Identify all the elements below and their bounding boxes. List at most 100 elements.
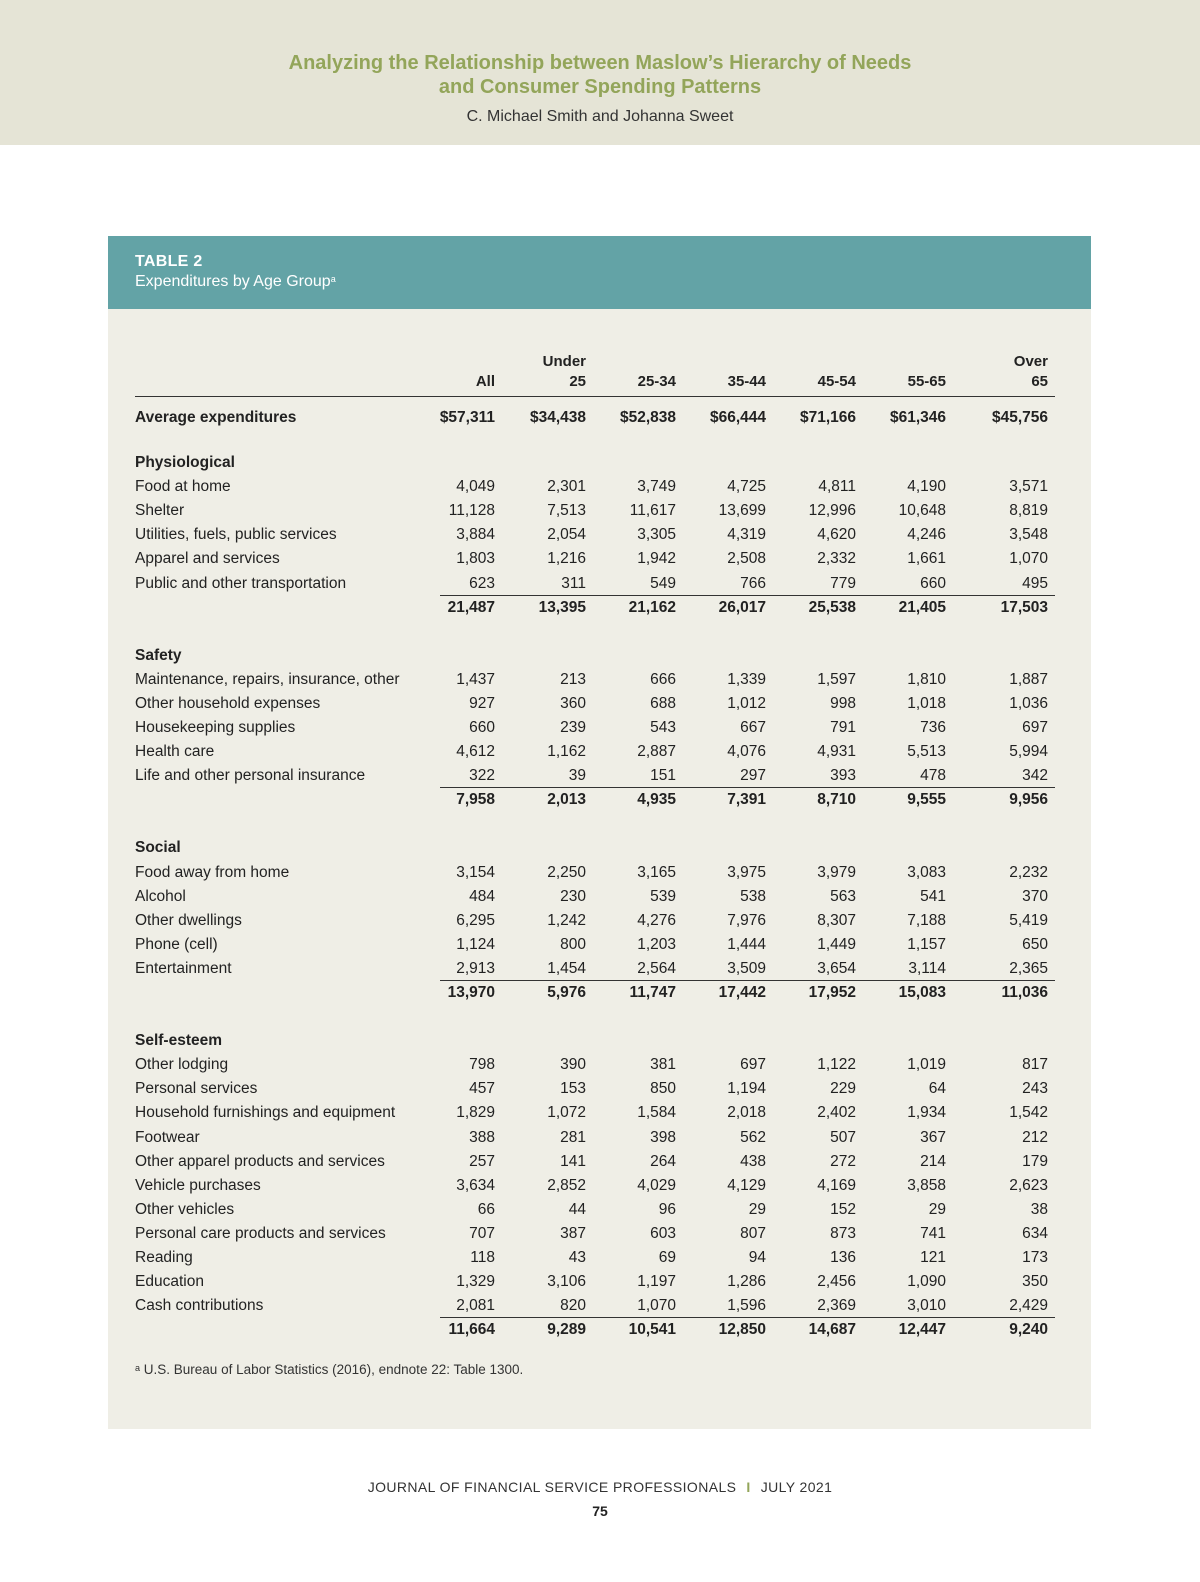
value-cell: 507 bbox=[830, 1128, 856, 1146]
value-cell: 7,188 bbox=[907, 911, 946, 929]
value-cell: 2,508 bbox=[727, 550, 766, 568]
value-cell: 17,442 bbox=[718, 984, 766, 1001]
subtotal-row: 13,970 5,976 11,747 17,442 17,952 15,083 11,03… bbox=[135, 981, 1055, 1005]
value-cell: 850 bbox=[650, 1080, 676, 1098]
row-label: Household furnishings and equipment bbox=[135, 1104, 396, 1122]
table-row: Entertainment 2,913 1,454 2,564 3,509 3,654 3,… bbox=[135, 957, 1055, 981]
value-cell: 13,699 bbox=[718, 502, 766, 520]
value-cell: 1,070 bbox=[1009, 550, 1048, 568]
column-header: 35-44 bbox=[666, 352, 766, 398]
value-cell: 387 bbox=[560, 1224, 586, 1242]
column-header: Under 25 bbox=[486, 352, 586, 398]
value-cell: 6,295 bbox=[456, 911, 495, 929]
value-cell: 3,509 bbox=[727, 959, 766, 977]
value-cell: 820 bbox=[560, 1297, 586, 1315]
value-cell: 3,305 bbox=[637, 526, 676, 544]
value-cell: 5,994 bbox=[1009, 743, 1048, 761]
table-row: Phone (cell) 1,124 800 1,203 1,444 1,449 1,157… bbox=[135, 933, 1055, 957]
value-cell: 3,634 bbox=[456, 1176, 495, 1194]
value-cell: 3,083 bbox=[907, 863, 946, 881]
value-cell: 8,819 bbox=[1009, 502, 1048, 520]
value-cell: 322 bbox=[469, 767, 495, 785]
value-cell: 21,162 bbox=[628, 598, 676, 616]
value-cell: 257 bbox=[469, 1152, 495, 1170]
value-cell: 10,541 bbox=[628, 1321, 676, 1339]
table-row: Life and other personal insurance 322 39 15… bbox=[135, 764, 1055, 788]
value-cell: 4,029 bbox=[637, 1176, 676, 1194]
value-cell: 14,687 bbox=[808, 1321, 856, 1339]
value-cell: 549 bbox=[650, 574, 676, 592]
row-label: Other vehicles bbox=[135, 1200, 235, 1218]
value-cell: 118 bbox=[470, 1249, 495, 1266]
value-cell: 563 bbox=[830, 887, 856, 905]
value-cell: 4,935 bbox=[637, 791, 676, 809]
article-header-band bbox=[0, 0, 1200, 145]
subtotal-rule bbox=[440, 1317, 1055, 1319]
row-label: Other household expenses bbox=[135, 694, 321, 712]
table-row: Other household expenses 927 360 688 1,012 99… bbox=[135, 692, 1055, 716]
row-label: Food at home bbox=[135, 478, 231, 496]
footer-separator: I bbox=[746, 1479, 751, 1495]
value-cell: 7,958 bbox=[456, 791, 495, 809]
value-cell: 13,395 bbox=[538, 598, 586, 616]
value-cell: 1,216 bbox=[547, 550, 586, 568]
value-cell: $45,756 bbox=[991, 409, 1048, 426]
value-cell: 64 bbox=[928, 1080, 946, 1098]
value-cell: 2,365 bbox=[1009, 959, 1048, 977]
value-cell: 4,129 bbox=[727, 1176, 766, 1194]
value-cell: 2,018 bbox=[727, 1104, 766, 1122]
table-row: Food away from home 3,154 2,250 3,165 3,975 3… bbox=[135, 861, 1055, 885]
value-cell: 44 bbox=[568, 1200, 586, 1218]
value-cell: 29 bbox=[928, 1200, 946, 1218]
value-cell: 1,542 bbox=[1009, 1104, 1048, 1122]
row-label: Personal care products and services bbox=[135, 1224, 386, 1242]
table-row: Other lodging 798 390 381 697 1,122 1,019 817 bbox=[135, 1053, 1055, 1077]
column-header-line-1 bbox=[666, 352, 766, 372]
value-cell: 179 bbox=[1022, 1152, 1048, 1170]
value-cell: 1,072 bbox=[547, 1104, 586, 1122]
value-cell: 2,332 bbox=[817, 550, 856, 568]
value-cell: 360 bbox=[560, 694, 586, 712]
value-cell: 1,810 bbox=[907, 670, 946, 688]
value-cell: 239 bbox=[560, 719, 586, 736]
value-cell: 151 bbox=[650, 767, 676, 785]
value-cell: 998 bbox=[830, 694, 856, 712]
value-cell: 4,190 bbox=[907, 478, 946, 496]
value-cell: 1,197 bbox=[637, 1273, 676, 1291]
page-footer: JOURNAL OF FINANCIAL SERVICE PROFESSIONA… bbox=[0, 1479, 1200, 1495]
row-label: Personal services bbox=[135, 1080, 258, 1098]
value-cell: 1,597 bbox=[817, 670, 856, 688]
value-cell: 173 bbox=[1022, 1249, 1048, 1266]
value-cell: 17,503 bbox=[1000, 598, 1048, 616]
column-header-line-1 bbox=[846, 352, 946, 372]
row-label: Health care bbox=[135, 743, 215, 761]
column-header-line-1 bbox=[576, 352, 676, 372]
value-cell: 370 bbox=[1022, 887, 1048, 905]
value-cell: 4,811 bbox=[818, 478, 856, 496]
value-cell: 2,054 bbox=[547, 526, 586, 544]
column-header: 25-34 bbox=[576, 352, 676, 398]
value-cell: 21,405 bbox=[898, 598, 946, 616]
table-row: Public and other transportation 623 311 549… bbox=[135, 572, 1055, 596]
article-title: Analyzing the Relationship between Maslo… bbox=[0, 51, 1200, 99]
value-cell: 21,487 bbox=[447, 598, 495, 616]
value-cell: 4,612 bbox=[456, 743, 495, 761]
table-panel: TABLE 2 Expenditures by Age Groupa All Un… bbox=[108, 236, 1091, 1429]
value-cell: $57,311 bbox=[439, 409, 495, 426]
value-cell: 3,010 bbox=[907, 1297, 946, 1315]
value-cell: 1,449 bbox=[817, 935, 856, 953]
value-cell: 12,850 bbox=[718, 1321, 766, 1339]
value-cell: 3,106 bbox=[547, 1273, 586, 1291]
value-cell: 213 bbox=[560, 670, 586, 688]
value-cell: 1,124 bbox=[456, 935, 495, 953]
value-cell: 136 bbox=[830, 1249, 856, 1266]
table-row: Education 1,329 3,106 1,197 1,286 2,456 1,090 3… bbox=[135, 1270, 1055, 1294]
value-cell: 660 bbox=[469, 719, 495, 736]
value-cell: 3,114 bbox=[908, 959, 946, 977]
value-cell: 25,538 bbox=[808, 598, 856, 616]
table-row: Household furnishings and equipment 1,829… bbox=[135, 1101, 1055, 1125]
value-cell: 807 bbox=[740, 1224, 766, 1242]
table-row: Other vehicles 66 44 96 29 152 29 38 bbox=[135, 1198, 1055, 1222]
value-cell: 666 bbox=[650, 670, 676, 688]
value-cell: 1,012 bbox=[727, 694, 766, 712]
